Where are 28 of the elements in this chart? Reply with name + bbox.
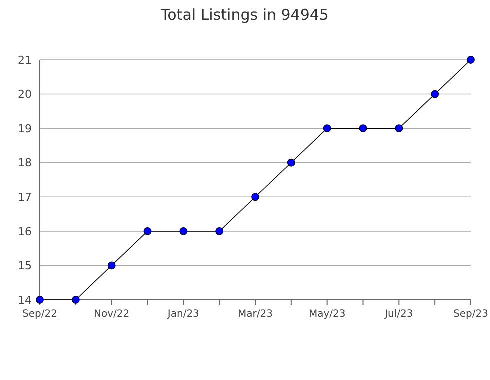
y-tick-label: 21 bbox=[18, 54, 32, 67]
x-tick-label: Nov/22 bbox=[94, 309, 130, 320]
x-tick-label: Jul/23 bbox=[384, 309, 414, 320]
y-tick-label: 14 bbox=[18, 294, 32, 307]
y-tick-label: 15 bbox=[18, 260, 32, 273]
x-tick-label: Jan/23 bbox=[166, 309, 200, 320]
point bbox=[467, 56, 475, 64]
y-tick-label: 16 bbox=[18, 225, 32, 238]
point bbox=[359, 124, 368, 133]
point bbox=[180, 227, 188, 236]
x-tick-label: Mar/23 bbox=[238, 309, 273, 320]
point bbox=[395, 124, 404, 133]
point bbox=[323, 124, 332, 133]
point bbox=[72, 296, 80, 304]
point bbox=[252, 193, 260, 202]
point bbox=[144, 227, 152, 236]
point bbox=[108, 262, 116, 270]
x-tick-label: May/23 bbox=[308, 309, 346, 320]
y-tick-label: 20 bbox=[18, 88, 32, 102]
point bbox=[216, 227, 224, 236]
y-tick-label: 19 bbox=[18, 122, 32, 136]
x-tick-label: Sep/23 bbox=[454, 309, 488, 320]
chart-title: Total Listings in 94945 bbox=[160, 6, 329, 24]
x-tick-label: Sep/22 bbox=[22, 309, 58, 320]
y-tick-label: 18 bbox=[18, 156, 32, 170]
point bbox=[431, 90, 440, 98]
y-tick-label: 17 bbox=[18, 190, 32, 204]
point bbox=[287, 158, 296, 167]
